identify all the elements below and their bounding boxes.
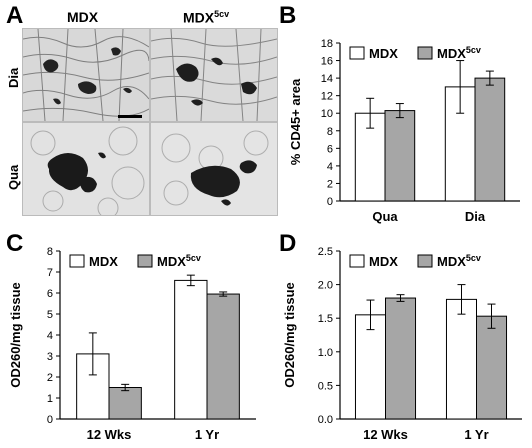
y-tick-label: 2: [327, 178, 333, 190]
scale-bar: [118, 115, 142, 118]
y-axis-label: % CD45+ area: [288, 78, 303, 165]
y-tick-label: 16: [321, 56, 333, 68]
bar: [476, 315, 508, 420]
legend-swatch: [349, 46, 365, 60]
y-tick-label: 18: [321, 38, 333, 50]
y-axis-label: OD260/mg tissue: [8, 282, 23, 388]
bar: [384, 110, 416, 202]
bar: [385, 297, 417, 420]
y-tick-label: 10: [321, 108, 333, 120]
y-tick-label: 8: [327, 126, 333, 138]
micrograph-mdx-dia: [22, 28, 150, 122]
legend-swatch: [349, 254, 365, 268]
y-tick-label: 0.0: [318, 414, 333, 426]
panel-letter-b: B: [279, 2, 297, 29]
bar: [354, 314, 387, 420]
y-tick-label: 2.0: [318, 280, 333, 292]
chart-c: 0 1 2 3 4 5 6 7 8 OD260/mg tissue 12 Wks 1 Yr MDX MDX…: [8, 246, 256, 442]
legend-label: MDX5cv: [437, 253, 481, 269]
micrograph-row-label-qua: Qua: [6, 164, 21, 190]
y-tick-label: 0: [47, 414, 53, 426]
bar: [174, 279, 208, 420]
y-tick-label: 4: [327, 161, 333, 173]
x-tick-label: 1 Yr: [464, 427, 488, 442]
legend-label: MDX: [89, 254, 118, 269]
micrograph-mdx-qua: [22, 122, 150, 216]
y-tick-label: 5: [47, 309, 53, 321]
micrograph-mdx5cv-qua: [150, 122, 278, 216]
legend-swatch: [417, 46, 433, 60]
micrograph-col-label-mdx: MDX: [67, 9, 99, 25]
legend-label: MDX: [369, 254, 398, 269]
x-tick-label: Qua: [372, 209, 398, 224]
bar: [445, 298, 478, 420]
y-tick-label: 12: [321, 91, 333, 103]
y-tick-label: 6: [47, 288, 53, 300]
legend-label: MDX5cv: [437, 45, 481, 61]
y-tick-label: 8: [47, 246, 53, 258]
y-tick-label: 1.5: [318, 313, 333, 325]
micrograph-col-label-mdx5cv: MDX5cv: [183, 9, 230, 26]
y-axis-label: OD260/mg tissue: [282, 282, 297, 388]
y-tick-label: 4: [47, 330, 53, 342]
y-tick-label: 14: [321, 73, 333, 85]
legend-swatch: [417, 254, 433, 268]
legend-swatch: [69, 254, 85, 268]
x-tick-label: 1 Yr: [195, 427, 219, 442]
micrograph-row-label-dia: Dia: [6, 67, 21, 88]
y-tick-label: 1.0: [318, 347, 333, 359]
bar: [206, 293, 240, 420]
panel-letter-c: C: [6, 230, 24, 257]
x-tick-label: Dia: [465, 209, 486, 224]
x-tick-label: 12 Wks: [87, 427, 132, 442]
y-tick-label: 2: [47, 372, 53, 384]
legend-label: MDX5cv: [157, 253, 201, 269]
micrograph-mdx5cv-dia: [150, 28, 278, 122]
y-tick-label: 1: [47, 393, 53, 405]
y-tick-label: 0.5: [318, 380, 333, 392]
y-tick-label: 7: [47, 267, 53, 279]
chart-d: 0.0 0.5 1.0 1.5 2.0 2.5 OD260/mg tissue 12 Wks 1…: [282, 246, 522, 442]
y-tick-label: 0: [327, 196, 333, 208]
bar: [108, 387, 142, 420]
y-tick-label: 3: [47, 351, 53, 363]
x-tick-label: 12 Wks: [363, 427, 408, 442]
chart-b: 0 2 4 6 8 10 12 14 16 18 % CD45+ area Qua Dia MDX MDX5…: [288, 38, 520, 224]
y-tick-label: 2.5: [318, 246, 333, 258]
legend-swatch: [137, 254, 153, 268]
legend-label: MDX: [369, 46, 398, 61]
bar: [474, 77, 506, 202]
panel-letter-d: D: [279, 230, 297, 257]
y-tick-label: 6: [327, 143, 333, 155]
panel-letter-a: A: [6, 2, 24, 29]
